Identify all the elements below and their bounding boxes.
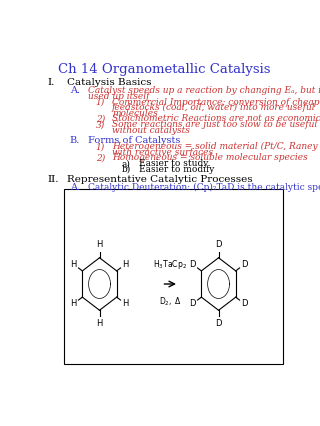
- Text: H: H: [122, 299, 129, 308]
- Text: 2): 2): [96, 115, 105, 124]
- Text: D: D: [215, 319, 222, 328]
- Text: Representative Catalytic Processes: Representative Catalytic Processes: [67, 175, 253, 184]
- Text: Catalytic Deuteration: (Cp)₂TaD is the catalytic species: Catalytic Deuteration: (Cp)₂TaD is the c…: [88, 183, 320, 192]
- Text: feedstocks (coal, oil, water) into more useful: feedstocks (coal, oil, water) into more …: [112, 103, 316, 112]
- Text: D: D: [189, 260, 196, 269]
- Text: D: D: [241, 260, 248, 269]
- Text: a): a): [122, 159, 131, 168]
- Text: H: H: [70, 299, 77, 308]
- Text: I.: I.: [47, 78, 55, 87]
- Text: Ch 14 Organometallic Catalysis: Ch 14 Organometallic Catalysis: [58, 63, 270, 75]
- Text: H: H: [96, 240, 103, 249]
- Text: II.: II.: [47, 175, 59, 184]
- Text: $\mathrm{H_3TaCp_2}$: $\mathrm{H_3TaCp_2}$: [153, 258, 187, 271]
- Text: D: D: [215, 240, 222, 249]
- Text: B.: B.: [70, 136, 80, 145]
- Text: 1): 1): [96, 98, 105, 107]
- Bar: [64, 189, 283, 364]
- Text: Homogeneous = soluble molecular species: Homogeneous = soluble molecular species: [112, 153, 308, 162]
- Text: A.: A.: [70, 86, 80, 95]
- Text: 2): 2): [96, 153, 105, 162]
- Text: $\mathrm{D_2,\ \Delta}$: $\mathrm{D_2,\ \Delta}$: [159, 296, 182, 308]
- Text: D: D: [189, 299, 196, 308]
- Text: Catalysis Basics: Catalysis Basics: [67, 78, 152, 87]
- Text: Commercial Importance: conversion of cheap: Commercial Importance: conversion of che…: [112, 98, 319, 107]
- Text: Catalyst speeds up a reaction by changing Eₐ, but is not: Catalyst speeds up a reaction by changin…: [88, 86, 320, 95]
- Text: b): b): [122, 164, 131, 174]
- Text: D: D: [241, 299, 248, 308]
- Text: Easier to modify: Easier to modify: [139, 164, 215, 174]
- Text: Stoichiometric Reactions are not as economical: Stoichiometric Reactions are not as econ…: [112, 115, 320, 124]
- Text: Forms of Catalysts: Forms of Catalysts: [88, 136, 181, 145]
- Text: 1): 1): [96, 142, 105, 151]
- Text: H: H: [122, 260, 129, 269]
- Text: 3): 3): [96, 120, 105, 130]
- Text: H: H: [70, 260, 77, 269]
- Text: with reactive surfaces: with reactive surfaces: [112, 147, 213, 157]
- Text: used up itself: used up itself: [88, 92, 150, 101]
- Text: Heterogeneous = solid material (Pt/C, Raney Ni): Heterogeneous = solid material (Pt/C, Ra…: [112, 142, 320, 151]
- Text: A.: A.: [70, 183, 80, 192]
- Text: Easier to study: Easier to study: [139, 159, 209, 168]
- Text: H: H: [96, 319, 103, 328]
- Text: molecules: molecules: [112, 109, 158, 118]
- Text: Some reactions are just too slow to be useful: Some reactions are just too slow to be u…: [112, 120, 317, 130]
- Text: without catalysts: without catalysts: [112, 126, 190, 135]
